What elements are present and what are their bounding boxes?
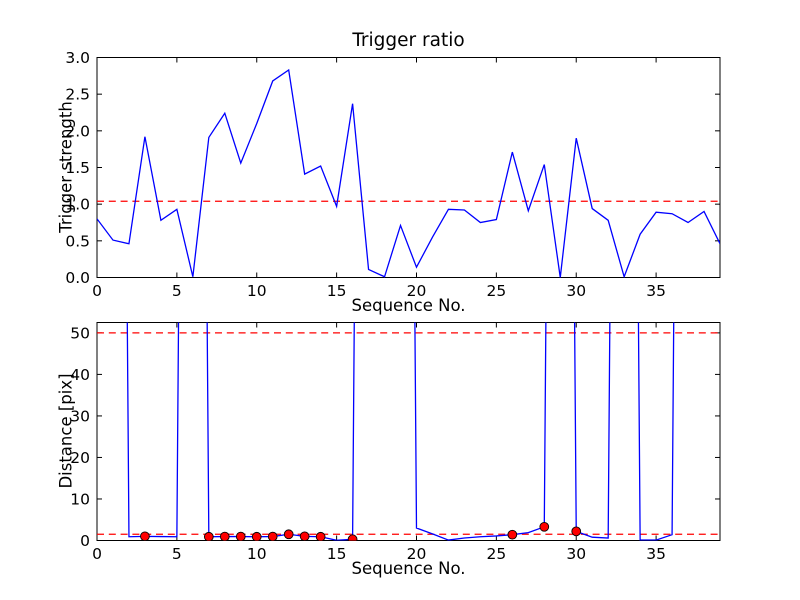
x-tick-label: 25 [486, 282, 506, 300]
axes-frame [96, 57, 721, 278]
y-tick-label: 10 [70, 490, 90, 508]
detection-marker [203, 531, 214, 541]
y-tick-label: 0 [80, 532, 90, 550]
y-tick-label: 40 [70, 366, 90, 384]
x-tick-label: 30 [566, 282, 586, 300]
x-tick-label: 0 [92, 545, 102, 563]
detection-marker [267, 531, 278, 541]
bottom-plot-ylabel: Distance [pix] [56, 373, 76, 489]
x-tick-label: 25 [486, 545, 506, 563]
y-tick-label: 20 [70, 449, 90, 467]
y-tick-label: 2.0 [65, 122, 90, 140]
x-tick-label: 20 [407, 282, 427, 300]
detection-marker [315, 531, 326, 541]
y-tick-label: 50 [70, 324, 90, 342]
trigger-strength-plot: 0 5 10 15 20 25 30 35 0.0 0.5 1.0 1.5 2.0 2.5 3.0 [65, 49, 721, 300]
x-tick-label: 35 [646, 545, 666, 563]
y-tick-label: 0.5 [65, 232, 90, 250]
x-tick-label: 30 [566, 545, 586, 563]
x-tick-label: 20 [407, 545, 427, 563]
distance-plot: 0 5 10 15 20 25 30 35 0 10 20 30 40 50 [70, 322, 721, 563]
x-tick-label: 0 [92, 282, 102, 300]
top-plot-ylabel: Trigger strength [56, 101, 76, 233]
x-tick-label: 15 [327, 282, 347, 300]
detection-marker [235, 531, 246, 541]
x-tick-label: 10 [247, 282, 267, 300]
y-tick-label: 30 [70, 407, 90, 425]
x-tick-label: 5 [172, 282, 182, 300]
detection-marker [299, 531, 310, 541]
x-tick-label: 5 [172, 545, 182, 563]
detection-marker [347, 534, 358, 541]
detection-marker [251, 531, 262, 541]
bottom-plot-xlabel: Sequence No. [351, 559, 466, 578]
y-tick-label: 1.0 [65, 196, 90, 214]
x-tick-label: 35 [646, 282, 666, 300]
detection-marker [140, 531, 150, 541]
y-tick-label: 1.5 [65, 159, 90, 177]
y-tick-label: 3.0 [65, 49, 90, 67]
detection-marker [507, 529, 518, 540]
y-tick-label: 0.0 [65, 269, 90, 287]
x-tick-label: 10 [247, 545, 267, 563]
detection-marker [539, 521, 550, 532]
y-tick-label: 2.5 [65, 86, 90, 104]
detection-marker [219, 531, 230, 541]
detection-marker [571, 526, 582, 537]
x-tick-label: 15 [327, 545, 347, 563]
top-plot-xlabel: Sequence No. [351, 296, 466, 315]
axes-frame [96, 322, 721, 541]
figure-title: Trigger ratio [352, 30, 465, 51]
detection-marker [283, 529, 294, 540]
trigger-strength-line [97, 68, 720, 278]
